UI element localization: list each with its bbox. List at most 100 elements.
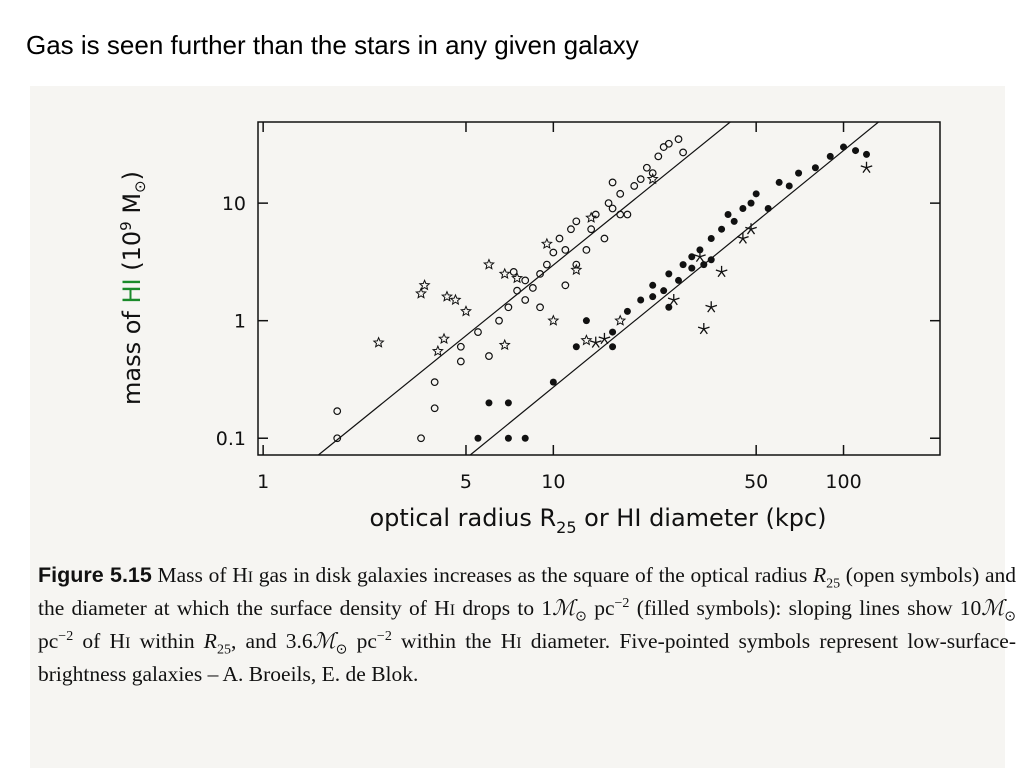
open-star-point	[585, 211, 598, 223]
plot-frame	[257, 121, 941, 456]
open-star-point	[547, 314, 560, 326]
filled-circle-point	[707, 256, 715, 264]
filled-circle-point	[679, 261, 687, 269]
asterisk-point	[736, 232, 749, 244]
figure-caption: Figure 5.15 Mass of H I gas in disk galax…	[38, 560, 1016, 689]
filled-circle-point	[572, 343, 580, 351]
x-label-part: or HI diameter (kpc)	[577, 504, 827, 532]
open-star-point	[415, 287, 428, 299]
caption-part: R	[812, 563, 827, 587]
open-circle-point	[679, 148, 687, 157]
caption-part: Figure 5.15	[38, 563, 152, 587]
y-label-part: ⊙	[131, 180, 149, 193]
filled-circle-point	[582, 317, 590, 325]
filled-circle-point	[660, 287, 668, 295]
fit-line	[318, 121, 731, 456]
caption-part: 25	[216, 642, 231, 658]
open-circle-point	[333, 407, 342, 416]
open-star-point	[646, 172, 659, 185]
filled-circle-point	[747, 199, 755, 207]
open-circle-point	[555, 234, 564, 243]
filled-circle-point	[752, 190, 760, 198]
caption-part: ℳ	[312, 629, 336, 653]
caption-part: ⊙	[335, 642, 348, 658]
filled-circle-point	[852, 147, 860, 155]
filled-circle-point	[649, 281, 657, 289]
open-star-point	[540, 237, 553, 249]
filled-circle-point	[785, 182, 793, 190]
caption-part: (filled symbols): sloping lines show 10	[629, 596, 982, 620]
y-label-part: HI	[118, 278, 146, 303]
filled-circle-point	[826, 152, 834, 160]
filled-circle-point	[707, 235, 715, 243]
x-tick-label: 100	[825, 471, 861, 493]
open-circle-point	[536, 303, 544, 312]
open-circle-point	[572, 217, 581, 226]
x-tick-label: 5	[460, 471, 472, 493]
asterisk-point	[598, 332, 611, 345]
caption-part: pc	[347, 629, 377, 653]
slide-title: Gas is seen further than the stars in an…	[26, 30, 639, 60]
open-circle-point	[630, 182, 639, 190]
open-circle-point	[521, 276, 530, 285]
caption-part: of H	[73, 629, 126, 653]
caption-part: pc	[586, 596, 615, 620]
open-circle-point	[430, 378, 439, 387]
open-star-point	[418, 278, 431, 291]
open-circle-point	[417, 434, 425, 443]
open-circle-point	[561, 281, 570, 290]
filled-circle-point	[688, 253, 696, 261]
caption-part: ℳ	[552, 596, 576, 620]
open-circle-point	[513, 286, 521, 295]
open-circle-point	[642, 163, 651, 172]
filled-circle-point	[609, 328, 617, 336]
open-circle-point	[587, 225, 596, 234]
open-circle-point	[542, 260, 551, 269]
open-circle-point	[561, 246, 570, 254]
caption-part: I	[516, 635, 522, 652]
caption-part: 25	[826, 576, 841, 592]
x-axis-label: optical radius R25 or HI diameter (kpc)	[369, 504, 826, 537]
filled-circle-point	[504, 399, 512, 407]
open-circle-point	[608, 178, 617, 187]
caption-part: within the H	[391, 629, 517, 653]
open-star-point	[570, 263, 583, 276]
filled-circle-point	[730, 217, 738, 225]
caption-part: , and 3.6	[230, 629, 313, 653]
asterisk-point	[705, 301, 718, 313]
open-circle-point	[648, 169, 657, 178]
caption-part: R	[203, 629, 217, 653]
caption-part: (open symbols) and the diameter at which…	[38, 563, 1016, 620]
filled-circle-point	[637, 296, 645, 304]
open-circle-point	[495, 316, 503, 325]
open-star-point	[580, 334, 593, 346]
caption-part: Mass of H	[151, 563, 248, 587]
asterisk-point	[697, 322, 710, 335]
filled-circle-point	[474, 434, 482, 442]
filled-circle-point	[549, 378, 557, 386]
open-circle-point	[572, 260, 581, 269]
y-label-part: (10	[118, 231, 146, 279]
filled-circle-point	[764, 205, 772, 213]
asterisk-point	[715, 265, 728, 278]
open-star-point	[614, 314, 627, 326]
y-tick-label: 1	[234, 311, 246, 333]
asterisk-point	[860, 161, 873, 173]
caption-part: gas in disk galaxies increases as the sq…	[253, 563, 813, 587]
filled-circle-point	[688, 264, 696, 272]
open-star-point	[372, 336, 385, 348]
y-tick-label: 0.1	[216, 428, 246, 450]
caption-part: diameter. Five-pointed symbols represent…	[38, 629, 1017, 686]
filled-circle-point	[739, 205, 747, 213]
open-circle-point	[674, 135, 683, 144]
asterisk-point	[589, 336, 602, 348]
y-label-part: M	[118, 193, 146, 221]
asterisk-point	[745, 223, 757, 235]
open-star-point	[431, 344, 444, 357]
x-tick-label: 1	[257, 471, 269, 493]
asterisk-point	[667, 293, 680, 306]
caption-part: pc	[38, 629, 59, 653]
open-circle-point	[485, 352, 493, 360]
open-circle-point	[549, 248, 558, 257]
